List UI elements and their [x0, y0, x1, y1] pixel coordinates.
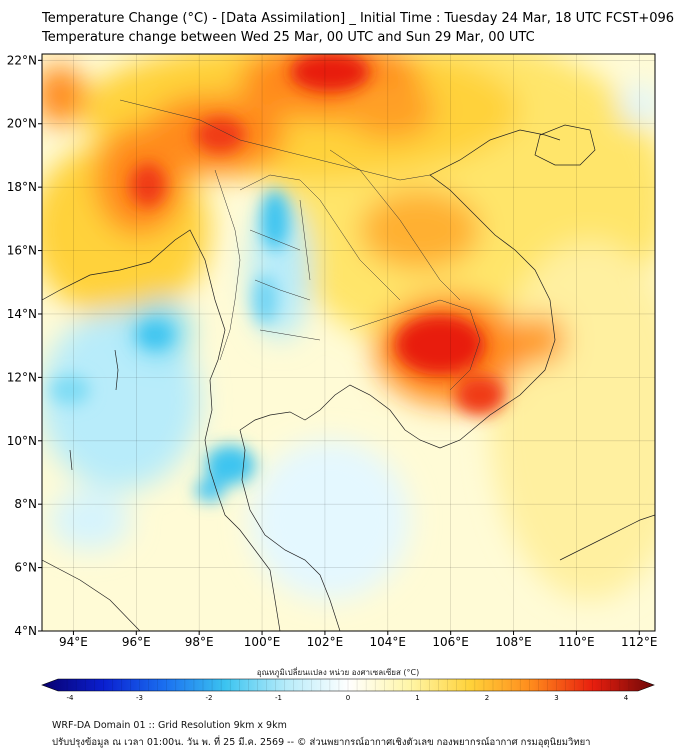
longitude-label: 108°E	[495, 635, 532, 649]
colorbar-tick-label: -3	[136, 694, 143, 700]
china-border	[119, 99, 431, 181]
latitude-label: 6°N	[14, 561, 37, 575]
longitude-label: 98°E	[185, 635, 214, 649]
peninsula-east-coastline	[239, 429, 341, 631]
sumatra-coast	[42, 559, 141, 631]
province-lines	[249, 199, 321, 341]
andaman-islands	[69, 349, 119, 471]
colorbar-tick-label: 4	[624, 694, 629, 700]
latitude-labels: 22°N 20°N 18°N 16°N 14°N 12°N 10°N 8°N 6°N 4°N	[7, 53, 37, 638]
colorbar-tick-label: 1	[415, 694, 419, 700]
footer-model-info: WRF-DA Domain 01 :: Grid Resolution 9km …	[52, 720, 287, 731]
gulf-coastline	[239, 129, 561, 449]
latitude-label: 18°N	[7, 180, 37, 194]
longitude-label: 110°E	[558, 635, 595, 649]
longitude-labels: 94°E 96°E 98°E 100°E 102°E 104°E 106°E 108°E 110…	[59, 635, 658, 649]
colorbar-tick-label: 3	[554, 694, 558, 700]
latitude-label: 4°N	[14, 624, 37, 638]
latitude-label: 12°N	[7, 370, 37, 384]
colorbar-tick-label: -4	[67, 694, 75, 700]
colorbar-tick-label: -2	[206, 694, 213, 700]
latitude-label: 10°N	[7, 434, 37, 448]
latitude-label: 8°N	[14, 497, 37, 511]
temperature-map: 22°N 20°N 18°N 16°N 14°N 12°N 10°N 8°N 6°N 4°N 94…	[7, 53, 658, 700]
thailand-laos-border	[239, 174, 401, 301]
colorbar-title: อุณหภูมิเปลี่ยนแปลง หน่วย องศาเซลเซียส (…	[256, 668, 420, 677]
country-borders	[119, 99, 481, 391]
latitude-label: 16°N	[7, 244, 37, 258]
map-title: Temperature Change (°C) - [Data Assimila…	[42, 11, 675, 26]
temperature-field	[42, 54, 655, 631]
longitude-label: 100°E	[244, 635, 281, 649]
colorbar-tick-labels: -4 -3 -2 -1 0 1 2 3 4	[67, 694, 629, 700]
longitude-label: 102°E	[307, 635, 344, 649]
map-frame	[41, 53, 656, 632]
graticule	[42, 54, 655, 631]
latitude-label: 22°N	[7, 53, 37, 67]
longitude-label: 94°E	[59, 635, 88, 649]
thailand-myanmar-border	[214, 169, 241, 361]
latitude-label: 14°N	[7, 307, 37, 321]
latitude-label: 20°N	[7, 117, 37, 131]
footer-update-info: ปรับปรุงข้อมูล ณ เวลา 01:00น. วัน พ. ที่…	[52, 737, 591, 748]
map-subtitle: Temperature change between Wed 25 Mar, 0…	[42, 30, 535, 45]
borneo-coast	[559, 514, 655, 561]
longitude-label: 112°E	[621, 635, 658, 649]
longitude-label: 106°E	[432, 635, 469, 649]
mainland-coastline	[42, 229, 281, 631]
coastlines	[42, 124, 655, 631]
hainan-island	[534, 124, 596, 166]
cambodia-border	[349, 299, 481, 391]
colorbar-tick-label: -1	[275, 694, 282, 700]
colorbar: -4 -3 -2 -1 0 1 2 3 4	[41, 678, 655, 700]
axis-ticks	[38, 59, 640, 635]
colorbar-tick-label: 0	[346, 694, 350, 700]
longitude-label: 104°E	[370, 635, 407, 649]
longitude-label: 96°E	[122, 635, 151, 649]
colorbar-tick-label: 2	[485, 694, 489, 700]
